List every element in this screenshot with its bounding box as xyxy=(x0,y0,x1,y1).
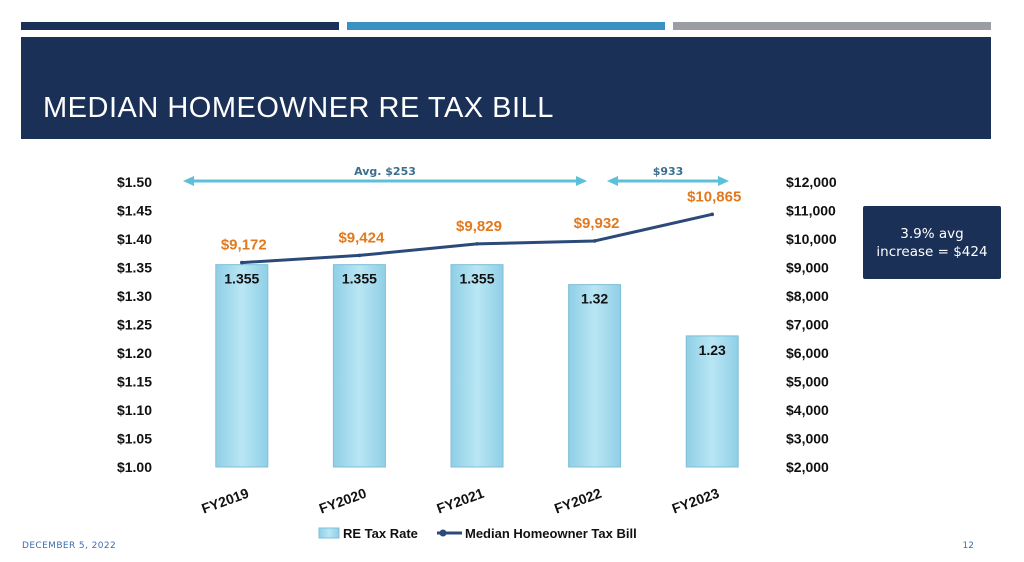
bar-value-label: 1.23 xyxy=(699,342,726,358)
page-number: 12 xyxy=(962,541,974,551)
arrow-head-right xyxy=(718,176,729,186)
x-tick-label: FY2020 xyxy=(317,485,369,517)
y-right-tick-label: $6,000 xyxy=(786,345,829,361)
y-right-tick-label: $7,000 xyxy=(786,317,829,333)
annotation-arrows: Avg. $253 $933 xyxy=(183,165,729,186)
bar xyxy=(215,264,269,468)
legend-swatch-bar xyxy=(318,527,340,539)
y-left-tick-label: $1.50 xyxy=(117,174,152,190)
bar xyxy=(568,284,622,468)
footer-date: DECEMBER 5, 2022 xyxy=(22,541,117,551)
line-value-label: $9,829 xyxy=(456,218,502,235)
right-axis: $2,000 $3,000 $4,000 $5,000 $6,000 $7,000 $8,0… xyxy=(786,174,837,475)
y-right-tick-label: $8,000 xyxy=(786,288,829,304)
slide-title: MEDIAN HOMEOWNER RE TAX BILL xyxy=(43,92,554,124)
bar-value-label: 1.355 xyxy=(459,271,494,287)
bar-value-label: 1.355 xyxy=(342,271,377,287)
y-right-tick-label: $3,000 xyxy=(786,431,829,447)
y-right-tick-label: $10,000 xyxy=(786,231,837,247)
line-point xyxy=(475,242,479,246)
arrow-head-left xyxy=(607,176,618,186)
y-left-tick-label: $1.40 xyxy=(117,231,152,247)
x-tick-label: FY2019 xyxy=(199,485,251,517)
y-right-tick-label: $11,000 xyxy=(786,203,836,219)
y-left-tick-label: $1.05 xyxy=(117,431,152,447)
y-right-tick-label: $2,000 xyxy=(786,459,829,475)
line-point xyxy=(592,239,597,243)
y-left-tick-label: $1.35 xyxy=(117,260,152,276)
top-strip-gray xyxy=(673,22,991,30)
y-left-tick-label: $1.30 xyxy=(117,288,152,304)
bar-value-label: 1.32 xyxy=(581,291,608,307)
line-value-label: $10,865 xyxy=(687,188,741,205)
y-left-tick-label: $1.00 xyxy=(117,459,152,475)
line-series: $9,172 $9,424 $9,829 $9,932 $10,865 xyxy=(221,188,741,265)
x-tick-label: FY2023 xyxy=(670,485,722,517)
arrow-head-left xyxy=(183,176,194,186)
top-strip-navy xyxy=(21,22,339,30)
top-strip-blue xyxy=(347,22,665,30)
line-value-label: $9,172 xyxy=(221,237,267,254)
bar-value-label: 1.355 xyxy=(224,271,259,287)
line-value-label: $9,932 xyxy=(574,215,620,232)
legend-label: RE Tax Rate xyxy=(343,526,418,541)
annotation-label: Avg. $253 xyxy=(354,165,416,178)
bar xyxy=(685,335,739,468)
legend-label: Median Homeowner Tax Bill xyxy=(465,526,637,541)
y-right-tick-label: $4,000 xyxy=(786,402,829,418)
arrow-head-right xyxy=(576,176,587,186)
y-right-tick-label: $9,000 xyxy=(786,260,829,276)
annotation-label: $933 xyxy=(653,165,684,178)
y-left-tick-label: $1.10 xyxy=(117,402,152,418)
y-left-tick-label: $1.20 xyxy=(117,345,152,361)
line-point xyxy=(240,260,244,265)
legend-swatch-marker xyxy=(439,529,447,537)
avg-increase-callout: 3.9% avg increase = $424 xyxy=(863,206,1001,279)
x-tick-label: FY2022 xyxy=(552,485,604,517)
x-tick-label: FY2021 xyxy=(434,485,486,517)
bar xyxy=(332,264,386,468)
y-right-tick-label: $12,000 xyxy=(786,174,837,190)
bar-series: 1.355 1.355 1.355 1.32 1.23 xyxy=(215,264,739,468)
line-point xyxy=(710,212,714,217)
line-value-label: $9,424 xyxy=(338,229,385,246)
callout-text: 3.9% avg increase = $424 xyxy=(876,225,988,260)
line-point xyxy=(357,253,362,258)
y-left-tick-label: $1.25 xyxy=(117,317,152,333)
title-banner: MEDIAN HOMEOWNER RE TAX BILL xyxy=(21,37,991,139)
y-left-tick-label: $1.45 xyxy=(117,203,152,219)
chart-legend: RE Tax Rate Median Homeowner Tax Bill xyxy=(318,526,637,541)
y-left-tick-label: $1.15 xyxy=(117,374,152,390)
y-right-tick-label: $5,000 xyxy=(786,374,829,390)
bar xyxy=(450,264,504,468)
x-axis-labels: FY2019 FY2020 FY2021 FY2022 FY2023 xyxy=(199,485,721,517)
left-axis: $1.00 $1.05 $1.10 $1.15 $1.20 $1.25 $1.30 $1.35… xyxy=(117,174,152,475)
